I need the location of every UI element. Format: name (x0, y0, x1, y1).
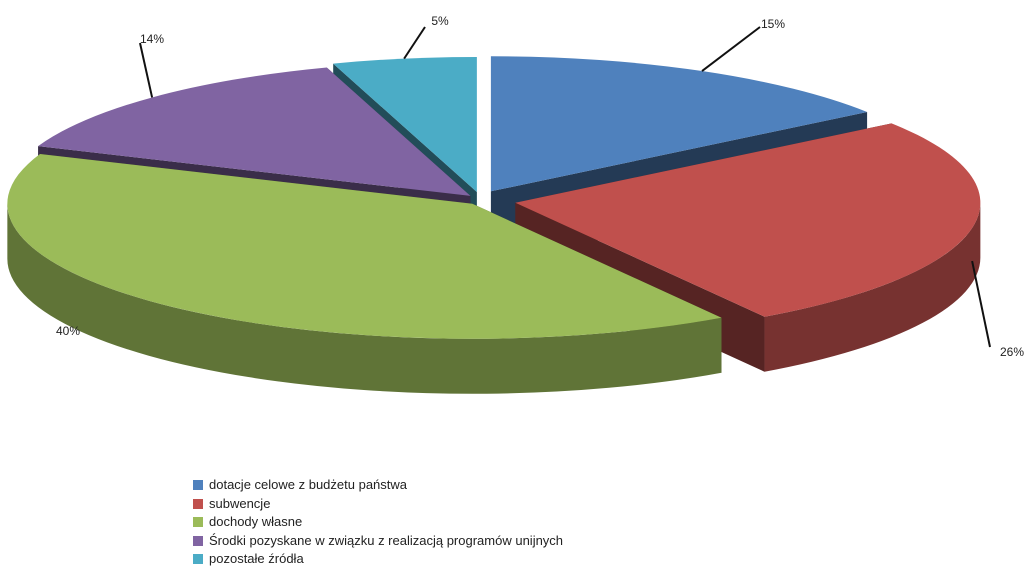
pie-chart-plot: 15% 26% 40% 14% 5% (7, 14, 1024, 394)
legend-swatch (193, 480, 203, 491)
legend-label: pozostałe źródła (209, 551, 304, 566)
slice-value-label: 14% (140, 32, 164, 46)
legend-label: dotacje celowe z budżetu państwa (209, 477, 408, 492)
pie-slice (7, 154, 722, 339)
pie-leader-lines (139, 26, 991, 348)
legend-swatch (193, 498, 203, 509)
legend-swatch (193, 535, 203, 546)
legend-label: subwencje (209, 495, 271, 511)
legend-label: dochody własne (209, 514, 303, 529)
legend-swatch (193, 554, 203, 565)
legend-item: dochody własne (193, 513, 793, 532)
pie-slice (38, 67, 471, 196)
pie-slice-side (7, 203, 722, 394)
slice-value-label: 40% (56, 324, 80, 338)
legend-item: subwencje (193, 495, 793, 514)
legend-item: pozostałe źródła (193, 550, 793, 569)
leader-line (139, 42, 154, 98)
leader-line (971, 260, 991, 348)
pie-tops (7, 56, 981, 339)
slice-value-label: 15% (761, 17, 785, 31)
legend: dotacje celowe z budżetu państwa subwenc… (193, 476, 793, 569)
pie-slice (515, 123, 981, 317)
leader-line (403, 26, 426, 60)
slice-value-label: 26% (1000, 345, 1024, 359)
leader-line (701, 26, 761, 72)
legend-item: Środki pozyskane w związku z realizacją … (193, 532, 793, 551)
pie-slice (333, 56, 477, 192)
pie-value-labels: 15% 26% 40% 14% 5% (56, 14, 1024, 359)
legend-swatch (193, 517, 203, 528)
pie-slice (490, 56, 868, 192)
pie-slice-side (764, 202, 981, 372)
legend-item: dotacje celowe z budżetu państwa (193, 476, 793, 495)
slice-value-label: 5% (431, 14, 449, 28)
legend-label: Środki pozyskane w związku z realizacją … (209, 532, 564, 548)
